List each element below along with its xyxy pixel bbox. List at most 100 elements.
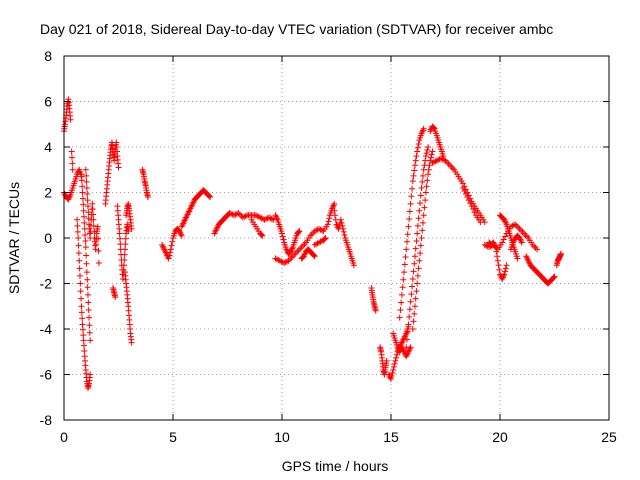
data-point — [167, 246, 174, 253]
data-point — [500, 236, 507, 243]
data-point — [84, 276, 91, 283]
data-point — [67, 116, 74, 123]
data-point — [92, 241, 99, 248]
y-tick-label: -2 — [40, 276, 53, 292]
data-point — [68, 154, 75, 161]
x-tick-label: 0 — [60, 429, 68, 445]
data-points — [61, 96, 565, 392]
data-point — [90, 211, 97, 218]
data-point — [90, 216, 97, 223]
data-point — [402, 253, 409, 260]
data-point — [233, 210, 240, 217]
data-point — [412, 295, 419, 302]
data-point — [425, 171, 432, 178]
data-point — [78, 295, 85, 302]
data-point — [459, 184, 466, 191]
data-point — [420, 212, 427, 219]
data-point — [396, 314, 403, 321]
data-point — [420, 166, 427, 173]
data-point — [82, 231, 89, 238]
data-point — [390, 363, 397, 370]
data-point — [87, 371, 94, 378]
data-point — [410, 318, 417, 325]
data-point — [417, 192, 424, 199]
data-point — [166, 252, 173, 259]
data-point — [372, 307, 379, 314]
data-point — [401, 261, 408, 268]
data-point — [310, 252, 317, 259]
data-point — [84, 203, 91, 210]
data-point — [406, 216, 413, 223]
axis-ticks — [63, 55, 610, 421]
data-point — [427, 154, 434, 161]
data-point — [84, 291, 91, 298]
data-point — [324, 221, 331, 228]
data-point — [76, 265, 83, 272]
x-tick-label: 5 — [169, 429, 177, 445]
data-point — [417, 250, 424, 257]
data-point — [494, 257, 501, 264]
x-tick-labels: 0 5 10 15 20 25 — [60, 429, 617, 445]
data-point — [422, 157, 429, 164]
x-axis-title: GPS time / hours — [282, 458, 389, 474]
data-point — [422, 153, 429, 160]
data-point — [419, 178, 426, 185]
data-point — [115, 164, 122, 171]
data-point — [95, 260, 102, 267]
data-point — [421, 204, 428, 211]
data-point — [80, 342, 87, 349]
data-point — [331, 207, 338, 214]
data-point — [117, 241, 124, 248]
x-tick-label: 10 — [274, 429, 290, 445]
data-point — [350, 262, 357, 269]
data-point — [411, 162, 418, 169]
data-point — [90, 222, 97, 229]
data-point — [388, 373, 395, 380]
data-point — [489, 242, 496, 249]
data-point — [79, 195, 86, 202]
data-point — [408, 291, 415, 298]
data-point — [409, 326, 416, 332]
data-point — [415, 265, 422, 272]
data-point — [501, 271, 508, 278]
data-point — [406, 306, 413, 313]
data-point — [75, 250, 82, 257]
data-point — [417, 242, 424, 249]
data-point — [78, 303, 85, 310]
y-tick-label: -8 — [40, 412, 53, 428]
y-tick-label: 2 — [44, 185, 52, 201]
data-point — [423, 183, 430, 190]
data-point — [502, 265, 509, 272]
data-point — [206, 193, 213, 200]
data-point — [496, 266, 503, 273]
x-tick-label: 20 — [492, 429, 508, 445]
data-point — [69, 166, 76, 173]
data-point — [502, 233, 509, 240]
data-point — [510, 222, 517, 229]
chart-title: Day 021 of 2018, Sidereal Day-to-day VTE… — [40, 21, 553, 37]
data-point — [77, 288, 84, 295]
data-point — [412, 245, 419, 252]
data-point — [340, 228, 347, 235]
data-point — [383, 357, 390, 364]
data-point — [82, 238, 89, 245]
data-point — [414, 230, 421, 237]
data-point — [415, 140, 422, 147]
data-point — [81, 219, 88, 226]
data-point — [409, 178, 416, 185]
data-point — [86, 322, 93, 329]
data-point — [514, 255, 521, 262]
data-point — [403, 246, 410, 253]
data-point — [393, 351, 400, 358]
data-point — [268, 216, 275, 223]
data-point — [79, 183, 86, 190]
data-point — [425, 166, 432, 173]
data-point — [68, 148, 75, 155]
data-point — [81, 347, 88, 354]
data-point — [85, 299, 92, 306]
data-point — [279, 230, 285, 237]
data-point — [550, 274, 557, 281]
data-point — [168, 242, 175, 249]
